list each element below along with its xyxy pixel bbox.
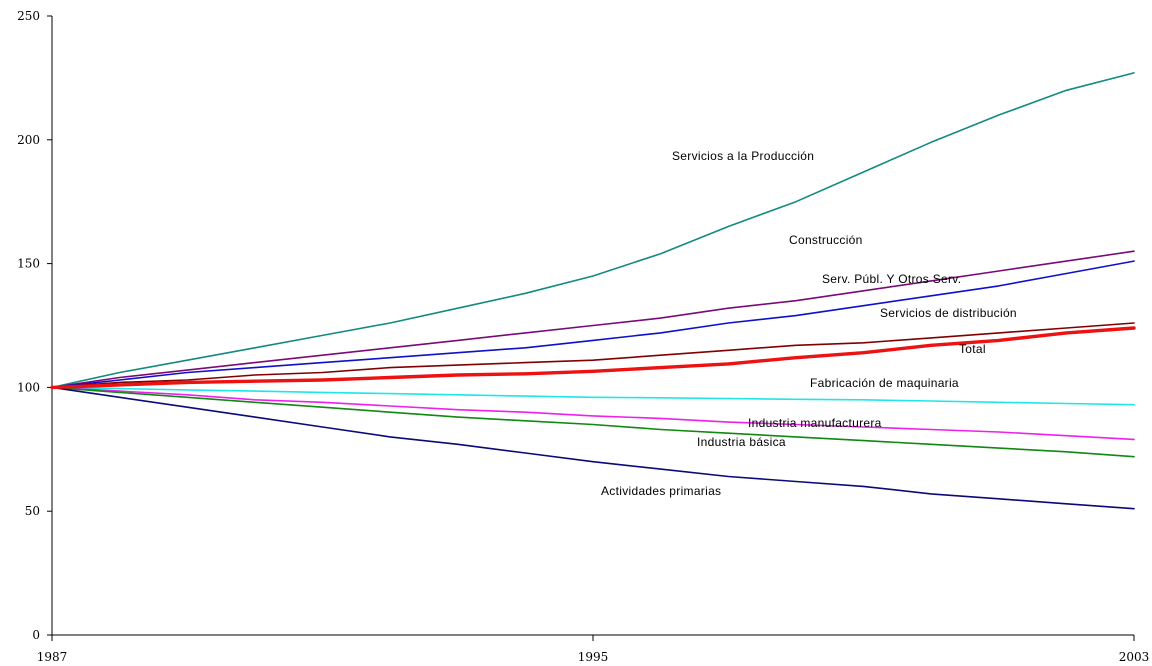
x-tick-label: 1995 (578, 650, 609, 664)
series-label: Industria manufacturera (748, 416, 882, 430)
series-line-serv-p-bl-y-otros-serv (51, 260, 1135, 389)
series-line-actividades-primarias (51, 386, 1135, 510)
series-line-industria-b-sica (51, 386, 1135, 458)
series-label: Servicios de distribución (880, 306, 1017, 320)
series-lines (50, 72, 1136, 510)
series-line-industria-manufacturera (51, 386, 1135, 441)
series-label: Servicios a la Producción (672, 149, 814, 163)
y-tick-label: 250 (17, 9, 40, 23)
series-label: Total (959, 342, 986, 356)
y-tick-label: 200 (17, 133, 40, 147)
series-line-servicios-de-distribuci-n (51, 322, 1135, 389)
series-line-total (50, 326, 1136, 390)
y-tick-label: 0 (32, 628, 40, 642)
series-label: Fabricación de maquinaria (810, 376, 959, 390)
y-tick-label: 100 (17, 380, 40, 394)
series-line-servicios-a-la-producci-n (51, 72, 1135, 389)
series-labels: Servicios a la Producción Construcción Ser… (601, 149, 1017, 498)
x-tick-label: 1987 (37, 650, 68, 664)
y-tick-label: 50 (25, 504, 40, 518)
series-line-fabricaci-n-de-maquinaria (51, 386, 1135, 406)
x-tick-label: 2003 (1119, 650, 1150, 664)
series-line-construcci-n (51, 250, 1135, 389)
y-tick-label: 150 (17, 257, 40, 271)
axes: 0 50 100 150 200 250 1987 1995 2003 (17, 9, 1149, 664)
series-label: Serv. Públ. Y Otros Serv. (822, 272, 961, 286)
series-label: Construcción (789, 233, 863, 247)
series-label: Industria básica (697, 435, 786, 449)
series-label: Actividades primarias (601, 484, 721, 498)
